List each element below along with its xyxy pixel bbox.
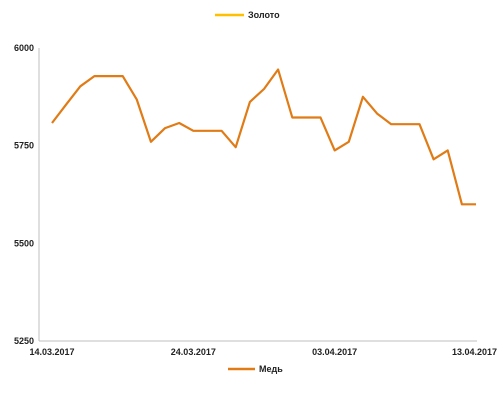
x-tick-label: 24.03.2017 [171,347,216,357]
series-line-med [51,68,476,206]
y-tick-label: 5250 [14,336,34,346]
legend-label-med: Медь [259,364,283,374]
plot-area [38,48,477,342]
y-tick-label: 5500 [14,238,34,248]
x-tick-label: 03.04.2017 [312,347,357,357]
x-tick-label: 13.04.2017 [452,347,497,357]
x-tick-label: 14.03.2017 [29,347,74,357]
series-layer [51,68,476,206]
x-tick-labels: 14.03.2017 24.03.2017 03.04.2017 13.04.2017 [29,347,497,357]
y-tick-label: 5750 [14,141,34,151]
legend-label-zoloto: Золото [248,10,280,20]
y-tick-labels: 5250 5500 5750 6000 [14,43,34,346]
y-tick-label: 6000 [14,43,34,53]
bottom-legend: Медь [228,364,283,374]
top-legend: Золото [215,10,280,20]
